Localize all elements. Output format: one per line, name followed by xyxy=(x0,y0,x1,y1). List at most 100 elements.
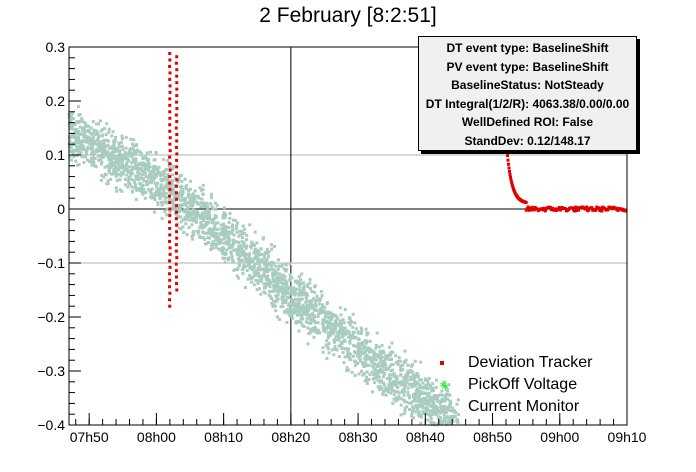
deviation-tracker-point xyxy=(168,285,172,289)
current-monitor-point xyxy=(224,213,228,217)
current-monitor-point xyxy=(321,325,325,329)
current-monitor-point xyxy=(384,386,388,390)
current-monitor-series xyxy=(67,105,461,427)
current-monitor-point xyxy=(215,203,219,207)
current-monitor-point xyxy=(365,381,369,385)
current-monitor-point xyxy=(184,202,188,206)
current-monitor-point xyxy=(135,148,139,152)
current-monitor-point xyxy=(153,210,157,214)
current-monitor-point xyxy=(343,307,347,311)
current-monitor-point xyxy=(322,311,326,315)
current-monitor-point xyxy=(420,403,424,407)
current-monitor-point xyxy=(360,328,364,332)
deviation-tracker-point xyxy=(168,64,172,68)
current-monitor-point xyxy=(246,260,250,264)
current-monitor-point xyxy=(341,334,345,338)
current-monitor-point xyxy=(385,367,389,371)
current-monitor-point xyxy=(181,218,185,222)
current-monitor-point xyxy=(313,319,317,323)
current-monitor-point xyxy=(71,132,75,136)
current-monitor-point xyxy=(322,318,326,322)
current-monitor-point xyxy=(266,274,270,278)
current-monitor-point xyxy=(363,357,367,361)
deviation-tracker-point xyxy=(168,90,172,94)
current-monitor-point xyxy=(239,258,243,262)
current-monitor-point xyxy=(180,205,184,209)
current-monitor-point xyxy=(160,216,164,220)
current-monitor-point xyxy=(278,272,282,276)
current-monitor-point xyxy=(100,146,104,150)
current-monitor-point xyxy=(83,140,87,144)
current-monitor-point xyxy=(261,274,265,278)
current-monitor-point xyxy=(304,320,308,324)
current-monitor-point xyxy=(305,299,309,303)
pickoff-voltage-point: ✶ xyxy=(440,380,450,394)
current-monitor-point xyxy=(158,197,162,201)
current-monitor-point xyxy=(134,151,138,155)
current-monitor-point xyxy=(205,213,209,217)
current-monitor-point xyxy=(290,299,294,303)
current-monitor-point xyxy=(337,324,341,328)
current-monitor-point xyxy=(300,290,304,294)
current-monitor-point xyxy=(402,387,406,391)
current-monitor-point xyxy=(392,389,396,393)
current-monitor-point xyxy=(113,140,117,144)
current-monitor-point xyxy=(100,174,104,178)
current-monitor-point xyxy=(293,311,297,315)
current-monitor-point xyxy=(248,266,252,270)
current-monitor-point xyxy=(214,221,218,225)
current-monitor-point xyxy=(171,205,175,209)
current-monitor-point xyxy=(156,181,160,185)
current-monitor-point xyxy=(250,277,254,281)
current-monitor-point xyxy=(236,257,240,261)
current-monitor-point xyxy=(397,396,401,400)
current-monitor-point xyxy=(390,385,394,389)
deviation-tracker-point xyxy=(174,113,178,117)
current-monitor-point xyxy=(335,315,339,319)
current-monitor-point xyxy=(342,321,346,325)
current-monitor-point xyxy=(434,394,438,398)
current-monitor-point xyxy=(408,396,412,400)
current-monitor-point xyxy=(340,346,344,350)
chart-legend: Deviation Tracker ✶ PickOff Voltage Curr… xyxy=(438,352,640,418)
y-tick-label: 0.2 xyxy=(46,93,66,109)
current-monitor-point xyxy=(238,229,242,233)
current-monitor-point xyxy=(193,189,197,193)
current-monitor-point xyxy=(376,385,380,389)
deviation-tracker-point xyxy=(573,209,577,213)
current-monitor-point xyxy=(184,187,188,191)
current-monitor-point xyxy=(164,168,168,172)
current-monitor-point xyxy=(263,256,267,260)
current-monitor-point xyxy=(133,150,137,154)
deviation-tracker-point xyxy=(175,152,179,156)
deviation-tracker-point xyxy=(535,207,539,211)
current-monitor-point xyxy=(428,395,432,399)
current-monitor-point xyxy=(267,249,271,253)
current-monitor-point xyxy=(292,302,296,306)
current-monitor-point xyxy=(84,121,88,125)
current-monitor-point xyxy=(272,286,276,290)
current-monitor-point xyxy=(351,330,355,334)
current-monitor-point xyxy=(378,349,382,353)
y-tick-label: 0.3 xyxy=(46,39,66,55)
current-monitor-point xyxy=(73,129,77,133)
current-monitor-point xyxy=(335,348,339,352)
current-monitor-point xyxy=(279,305,283,309)
x-tick-label: 08h30 xyxy=(339,429,378,445)
current-monitor-point xyxy=(373,377,377,381)
current-monitor-point xyxy=(265,247,269,251)
deviation-tracker-point xyxy=(175,210,179,214)
current-monitor-point xyxy=(163,185,167,189)
current-monitor-point xyxy=(348,357,352,361)
current-monitor-point xyxy=(158,190,162,194)
current-monitor-point xyxy=(135,150,139,154)
current-monitor-point xyxy=(392,372,396,376)
current-monitor-point xyxy=(252,283,256,287)
current-monitor-point xyxy=(332,340,336,344)
deviation-tracker-point xyxy=(168,116,172,120)
current-monitor-point xyxy=(343,355,347,359)
current-monitor-point xyxy=(266,269,270,273)
current-monitor-point xyxy=(352,344,356,348)
current-monitor-point xyxy=(120,134,124,138)
current-monitor-point xyxy=(235,230,239,234)
